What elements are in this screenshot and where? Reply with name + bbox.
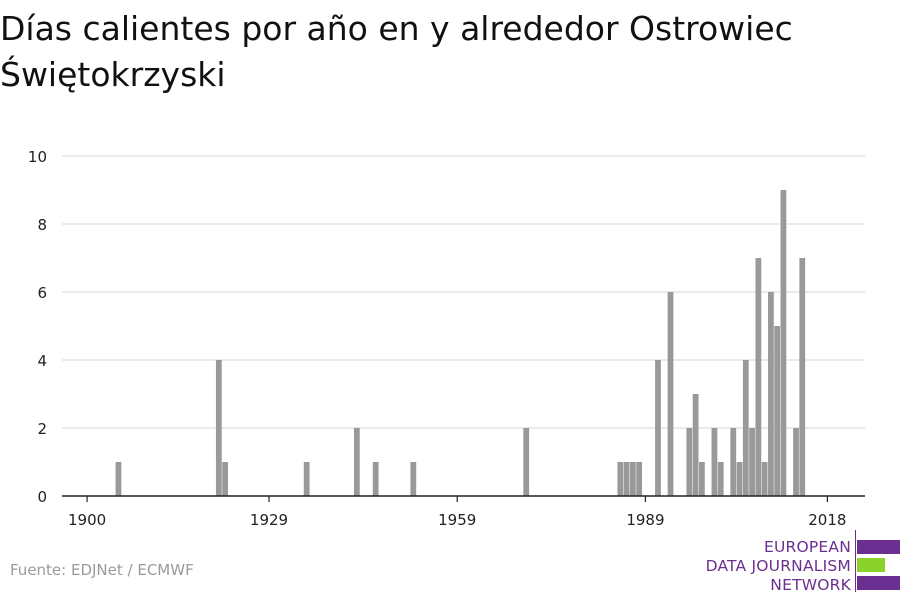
bar: [667, 292, 674, 496]
logo-divider: [855, 530, 856, 592]
bar: [222, 462, 228, 496]
bar: [617, 462, 624, 496]
bar: [730, 428, 737, 496]
bar: [303, 462, 310, 496]
bar: [686, 428, 693, 496]
y-tick-label: 10: [28, 148, 47, 166]
x-tick-label: 1959: [438, 511, 476, 529]
y-tick-label: 8: [37, 216, 47, 234]
edjnet-logo: EUROPEAN DATA JOURNALISM NETWORK: [700, 530, 900, 596]
bar: [742, 360, 749, 496]
bar: [699, 462, 705, 496]
y-tick-label: 0: [37, 488, 47, 506]
bar: [410, 462, 417, 496]
x-tick-label: 1929: [250, 511, 288, 529]
bar: [755, 258, 762, 496]
bar: [523, 428, 530, 496]
x-tick-labels: 1900 1929 1959 1989 2018: [68, 511, 846, 529]
bar: [215, 360, 222, 496]
bar: [115, 462, 122, 496]
bar: [761, 462, 768, 496]
bar: [749, 428, 755, 496]
logo-line-1: EUROPEAN: [763, 538, 851, 556]
logo-line-3: NETWORK: [770, 576, 851, 594]
bar: [768, 292, 774, 496]
bar: [623, 462, 630, 496]
y-tick-labels: 0 2 4 6 8 10: [28, 148, 47, 506]
x-axis: [62, 495, 865, 502]
x-tick-label: 1989: [626, 511, 664, 529]
y-tick-label: 2: [37, 420, 47, 438]
bar: [717, 462, 724, 496]
bar: [353, 428, 360, 496]
x-tick-label: 2018: [808, 511, 846, 529]
logo-line-2: DATA JOURNALISM: [705, 557, 851, 575]
bar: [711, 428, 718, 496]
gridlines: [62, 155, 865, 429]
bar: [736, 462, 743, 496]
x-tick-label: 1900: [68, 511, 106, 529]
logo-bar-2: [857, 558, 885, 572]
bar: [372, 462, 379, 496]
bar: [780, 190, 787, 496]
bar: [692, 394, 699, 496]
bar: [636, 462, 643, 496]
y-tick-label: 4: [37, 352, 47, 370]
logo-bar-1: [857, 540, 900, 554]
bar: [793, 428, 799, 496]
bar: [629, 462, 636, 496]
logo-bar-3: [857, 576, 900, 590]
bar: [799, 258, 806, 496]
bar: [774, 326, 781, 496]
bar: [655, 360, 661, 496]
chart-title: Días calientes por año en y alrededor Os…: [0, 9, 793, 94]
y-tick-label: 6: [37, 284, 47, 302]
bars: [115, 190, 806, 496]
source-note: Fuente: EDJNet / ECMWF: [10, 561, 194, 579]
